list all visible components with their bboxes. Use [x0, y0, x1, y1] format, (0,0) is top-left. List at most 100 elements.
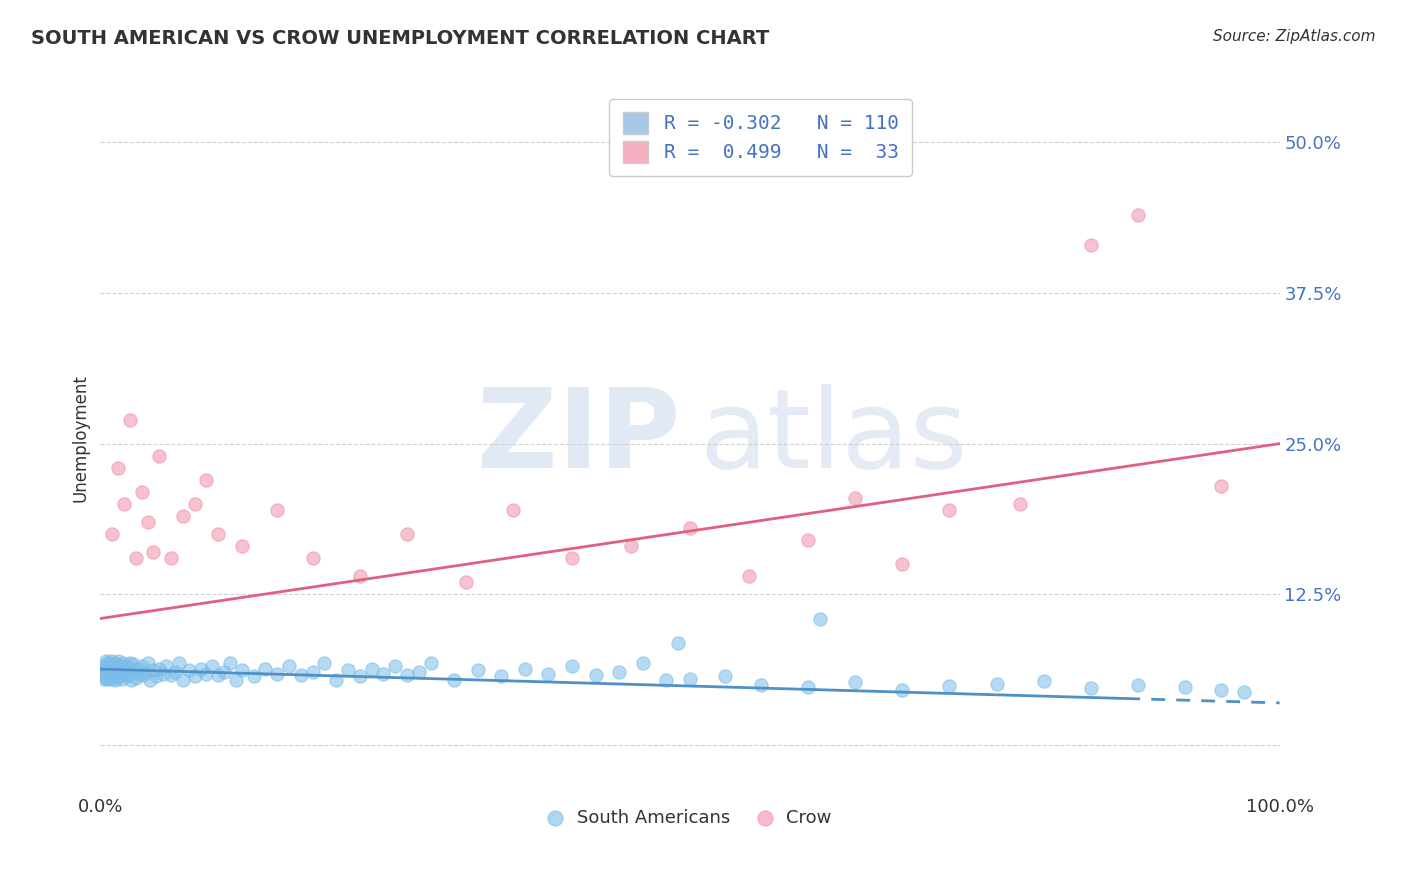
Point	[620, 539, 643, 553]
Point	[104, 657, 127, 672]
Point	[266, 503, 288, 517]
Point	[561, 551, 583, 566]
Point	[122, 657, 145, 672]
Point	[1080, 237, 1102, 252]
Point	[738, 569, 761, 583]
Point	[96, 656, 118, 670]
Point	[585, 668, 607, 682]
Point	[797, 680, 820, 694]
Point	[231, 539, 253, 553]
Point	[986, 676, 1008, 690]
Point	[96, 654, 118, 668]
Point	[103, 658, 125, 673]
Point	[96, 671, 118, 685]
Point	[195, 473, 218, 487]
Point	[155, 658, 177, 673]
Point	[172, 508, 194, 523]
Point	[502, 503, 524, 517]
Point	[749, 678, 772, 692]
Point	[97, 668, 120, 682]
Point	[148, 449, 170, 463]
Text: SOUTH AMERICAN VS CROW UNEMPLOYMENT CORRELATION CHART: SOUTH AMERICAN VS CROW UNEMPLOYMENT CORR…	[31, 29, 769, 47]
Point	[278, 658, 301, 673]
Point	[136, 515, 159, 529]
Point	[373, 667, 395, 681]
Point	[152, 667, 174, 681]
Point	[655, 673, 678, 687]
Point	[254, 662, 277, 676]
Point	[103, 667, 125, 681]
Point	[1126, 678, 1149, 692]
Text: Source: ZipAtlas.com: Source: ZipAtlas.com	[1212, 29, 1375, 44]
Point	[91, 665, 114, 680]
Point	[128, 667, 150, 681]
Point	[891, 682, 914, 697]
Point	[93, 659, 115, 673]
Text: ZIP: ZIP	[477, 384, 681, 491]
Point	[225, 673, 247, 687]
Point	[94, 664, 117, 678]
Point	[121, 664, 143, 678]
Point	[844, 491, 866, 505]
Point	[131, 484, 153, 499]
Point	[98, 659, 121, 673]
Point	[714, 669, 737, 683]
Point	[408, 665, 430, 679]
Point	[290, 668, 312, 682]
Point	[114, 667, 136, 681]
Point	[94, 668, 117, 682]
Point	[145, 669, 167, 683]
Point	[360, 662, 382, 676]
Point	[96, 672, 118, 686]
Point	[207, 668, 229, 682]
Point	[117, 669, 139, 683]
Point	[443, 673, 465, 687]
Point	[101, 669, 124, 683]
Point	[212, 665, 235, 679]
Point	[110, 659, 132, 673]
Y-axis label: Unemployment: Unemployment	[72, 374, 89, 501]
Point	[190, 662, 212, 676]
Point	[349, 569, 371, 583]
Point	[1126, 208, 1149, 222]
Point	[938, 679, 960, 693]
Point	[172, 673, 194, 687]
Point	[134, 665, 156, 679]
Point	[97, 664, 120, 678]
Point	[125, 551, 148, 566]
Point	[105, 671, 128, 685]
Point	[195, 667, 218, 681]
Point	[177, 664, 200, 678]
Point	[219, 656, 242, 670]
Point	[107, 664, 129, 678]
Point	[93, 672, 115, 686]
Point	[325, 673, 347, 687]
Point	[98, 665, 121, 680]
Point	[513, 662, 536, 676]
Point	[107, 654, 129, 668]
Point	[607, 665, 630, 679]
Point	[207, 527, 229, 541]
Point	[395, 527, 418, 541]
Point	[125, 662, 148, 676]
Point	[1010, 497, 1032, 511]
Text: atlas: atlas	[699, 384, 967, 491]
Point	[169, 656, 191, 670]
Point	[938, 503, 960, 517]
Point	[100, 654, 122, 668]
Point	[231, 664, 253, 678]
Point	[395, 668, 418, 682]
Point	[118, 412, 141, 426]
Point	[891, 558, 914, 572]
Point	[1080, 681, 1102, 696]
Point	[163, 665, 186, 679]
Point	[111, 656, 134, 670]
Point	[100, 672, 122, 686]
Point	[120, 673, 142, 687]
Point	[125, 671, 148, 685]
Point	[631, 656, 654, 670]
Point	[132, 668, 155, 682]
Point	[136, 656, 159, 670]
Point	[148, 662, 170, 676]
Point	[314, 656, 336, 670]
